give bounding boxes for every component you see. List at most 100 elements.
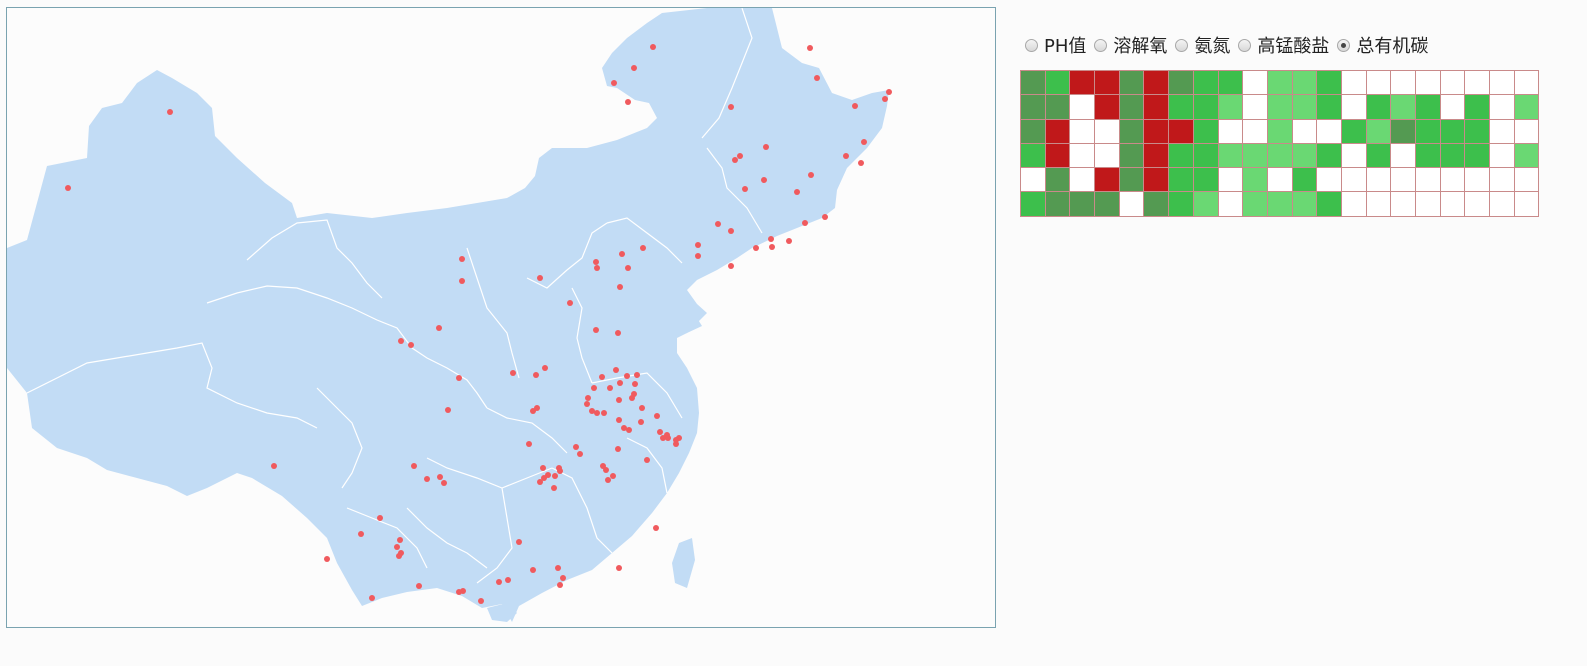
station-dot[interactable] [616,417,622,423]
grid-cell[interactable] [1193,143,1219,169]
station-dot[interactable] [567,300,573,306]
grid-cell[interactable] [1045,192,1071,217]
station-dot[interactable] [814,75,820,81]
grid-cell[interactable] [1169,119,1194,144]
grid-cell[interactable] [1267,192,1293,217]
grid-cell[interactable] [1095,71,1120,96]
station-dot[interactable] [794,189,800,195]
station-dot[interactable] [607,385,613,391]
station-dot[interactable] [673,441,679,447]
grid-cell[interactable] [1440,71,1466,96]
station-dot[interactable] [631,65,637,71]
station-dot[interactable] [715,221,721,227]
grid-cell[interactable] [1095,168,1120,193]
station-dot[interactable] [441,480,447,486]
station-dot[interactable] [584,401,590,407]
grid-cell[interactable] [1070,119,1096,144]
station-dot[interactable] [478,598,484,604]
grid-cell[interactable] [1119,71,1145,96]
station-dot[interactable] [742,186,748,192]
station-dot[interactable] [610,473,616,479]
station-dot[interactable] [631,391,637,397]
grid-cell[interactable] [1193,95,1219,120]
grid-cell[interactable] [1267,71,1293,96]
station-dot[interactable] [557,468,563,474]
grid-cell[interactable] [1440,143,1466,169]
grid-cell[interactable] [1267,95,1293,120]
station-dot[interactable] [650,44,656,50]
grid-cell[interactable] [1292,168,1318,193]
station-dot[interactable] [763,144,769,150]
station-dot[interactable] [593,259,599,265]
grid-cell[interactable] [1021,71,1046,96]
grid-cell[interactable] [1243,119,1268,144]
grid-cell[interactable] [1095,119,1120,144]
station-dot[interactable] [657,429,663,435]
grid-cell[interactable] [1465,168,1491,193]
grid-cell[interactable] [1465,71,1491,96]
grid-cell[interactable] [1070,95,1096,120]
station-dot[interactable] [615,446,621,452]
station-dot[interactable] [324,556,330,562]
station-dot[interactable] [459,278,465,284]
grid-cell[interactable] [1169,168,1194,193]
station-dot[interactable] [639,405,645,411]
grid-cell[interactable] [1490,71,1515,96]
station-dot[interactable] [625,265,631,271]
station-dot[interactable] [577,451,583,457]
station-dot[interactable] [589,408,595,414]
grid-cell[interactable] [1045,71,1071,96]
station-dot[interactable] [802,220,808,226]
station-dot[interactable] [408,342,414,348]
grid-cell[interactable] [1514,119,1540,144]
grid-cell[interactable] [1366,143,1392,169]
grid-cell[interactable] [1193,192,1219,217]
grid-cell[interactable] [1416,95,1441,120]
grid-cell[interactable] [1292,95,1318,120]
grid-cell[interactable] [1317,143,1342,169]
station-dot[interactable] [530,408,536,414]
grid-cell[interactable] [1119,192,1145,217]
station-dot[interactable] [397,537,403,543]
radio-button-dissolved-oxygen[interactable] [1094,38,1108,52]
grid-cell[interactable] [1119,95,1145,120]
station-dot[interactable] [460,588,466,594]
grid-cell[interactable] [1095,95,1120,120]
station-dot[interactable] [654,413,660,419]
station-dot[interactable] [634,372,640,378]
station-dot[interactable] [505,577,511,583]
station-dot[interactable] [573,444,579,450]
station-dot[interactable] [540,465,546,471]
station-dot[interactable] [271,463,277,469]
grid-cell[interactable] [1218,143,1244,169]
station-dot[interactable] [445,407,451,413]
station-dot[interactable] [537,275,543,281]
station-dot[interactable] [640,245,646,251]
station-dot[interactable] [858,160,864,166]
station-dot[interactable] [695,253,701,259]
grid-cell[interactable] [1317,168,1342,193]
grid-cell[interactable] [1267,168,1293,193]
station-dot[interactable] [625,99,631,105]
station-dot[interactable] [728,228,734,234]
grid-cell[interactable] [1218,192,1244,217]
station-dot[interactable] [416,583,422,589]
station-dot[interactable] [599,374,605,380]
station-dot[interactable] [601,410,607,416]
grid-cell[interactable] [1341,192,1367,217]
station-dot[interactable] [852,103,858,109]
grid-cell[interactable] [1021,168,1046,193]
grid-cell[interactable] [1391,192,1416,217]
grid-cell[interactable] [1095,143,1120,169]
station-dot[interactable] [459,256,465,262]
station-dot[interactable] [496,579,502,585]
station-dot[interactable] [551,485,557,491]
grid-cell[interactable] [1193,71,1219,96]
grid-cell[interactable] [1243,192,1268,217]
grid-cell[interactable] [1119,143,1145,169]
grid-cell[interactable] [1021,119,1046,144]
grid-cell[interactable] [1144,119,1170,144]
grid-cell[interactable] [1341,119,1367,144]
station-dot[interactable] [624,373,630,379]
radio-ph[interactable]: PH值 [1025,32,1086,58]
